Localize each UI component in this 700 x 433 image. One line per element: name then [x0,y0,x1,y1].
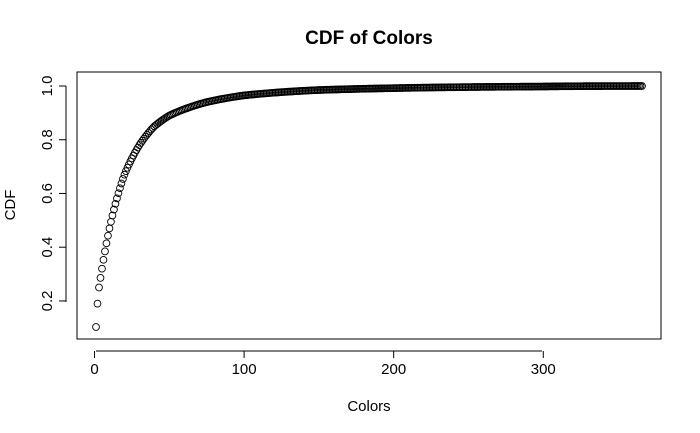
y-axis: 0.2 0.4 0.6 0.8 1.0 [39,76,67,312]
data-point [116,184,124,193]
x-axis: 0 100 200 300 [90,350,556,378]
data-point [107,217,115,226]
data-point [111,199,120,208]
y-tick-label: 0.2 [39,291,56,312]
y-tick-label: 1.0 [39,76,56,97]
data-point [104,231,112,240]
data-point [113,194,121,203]
data-points [92,82,646,331]
x-tick-label: 200 [381,361,406,378]
data-point [99,255,108,264]
data-point [92,323,100,331]
data-point [101,247,109,256]
data-point [108,211,117,220]
data-point [114,189,123,198]
data-point [105,224,114,233]
data-point [93,299,102,308]
data-point [95,283,103,292]
data-point [102,239,111,248]
x-tick-label: 300 [531,361,556,378]
y-tick-label: 0.6 [39,183,56,204]
data-point [110,205,118,214]
y-tick-label: 0.4 [39,237,56,258]
data-point [122,167,130,175]
x-tick-label: 100 [232,361,257,378]
y-tick-label: 0.8 [39,129,56,150]
data-point [638,82,646,90]
y-axis-label: CDF [2,190,19,221]
data-point [96,274,105,282]
data-point [117,179,126,188]
data-point [119,175,127,183]
x-axis-label: Colors [347,398,390,415]
plot-frame [76,71,662,340]
data-point [98,264,106,273]
x-tick-label: 0 [90,361,98,378]
chart-title: CDF of Colors [305,28,433,49]
data-point [120,170,129,179]
